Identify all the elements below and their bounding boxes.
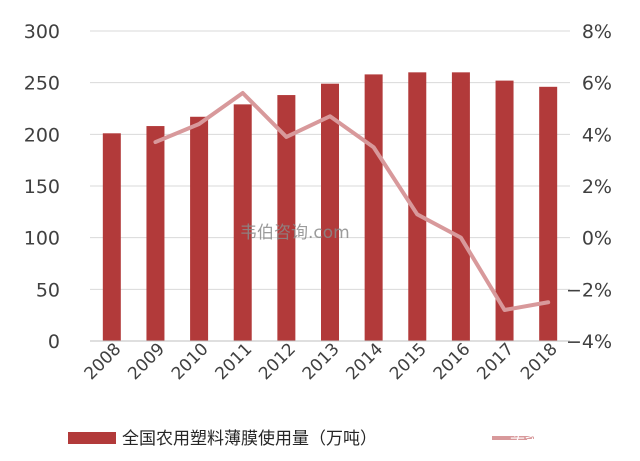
right-tick-label: −4% [566, 331, 612, 353]
bar-2011 [233, 104, 252, 341]
watermark-corner: 头条 @韦伯咨询 [510, 429, 620, 447]
legend-bar-label: 全国农用塑料薄膜使用量（万吨） [122, 428, 377, 449]
left-tick-label: 50 [36, 279, 60, 301]
line-point-2014 [372, 145, 376, 149]
left-tick-label: 150 [24, 176, 60, 198]
x-tick-label: 2010 [168, 339, 213, 384]
bar-2009 [146, 126, 165, 341]
bar-2014 [364, 74, 383, 342]
bar-2017 [495, 80, 514, 341]
line-point-2012 [284, 135, 288, 139]
growth-line [153, 91, 551, 312]
bar-2016 [451, 72, 470, 341]
line-point-2010 [197, 122, 201, 126]
bar-2012 [277, 95, 296, 341]
left-tick-label: 200 [24, 124, 60, 146]
bar-2018 [539, 86, 558, 341]
bar-2008 [102, 133, 121, 341]
line-point-2018 [546, 300, 550, 304]
line-point-2016 [459, 236, 463, 240]
left-tick-label: 0 [48, 331, 60, 353]
line-point-2015 [415, 212, 419, 216]
left-tick-label: 250 [24, 73, 60, 95]
x-tick-label: 2018 [517, 339, 562, 384]
x-axis-ticks: 2008200920102011201220132014201520162017… [81, 339, 562, 384]
left-tick-label: 300 [24, 21, 60, 43]
watermark-center: 韦伯咨询.com [240, 223, 350, 243]
right-tick-label: 2% [582, 176, 612, 198]
x-tick-label: 2016 [430, 339, 475, 384]
x-tick-label: 2011 [212, 339, 257, 384]
line-point-2017 [503, 308, 507, 312]
x-tick-label: 2014 [342, 339, 387, 384]
x-tick-label: 2013 [299, 339, 344, 384]
legend-bar-swatch [68, 432, 116, 444]
right-tick-label: 6% [582, 73, 612, 95]
left-tick-label: 100 [24, 228, 60, 250]
bar-2010 [190, 116, 209, 342]
right-tick-label: 0% [582, 228, 612, 250]
legend: 全国农用塑料薄膜使用量（万吨） 头条 @韦伯咨询 [68, 428, 620, 449]
x-tick-label: 2017 [473, 339, 518, 384]
right-tick-label: 4% [582, 124, 612, 146]
bar-2015 [408, 72, 427, 341]
x-tick-label: 2008 [81, 339, 126, 384]
right-tick-label: 8% [582, 21, 612, 43]
bar-series [102, 72, 558, 342]
x-tick-label: 2009 [124, 339, 169, 384]
x-tick-label: 2012 [255, 339, 300, 384]
left-axis-ticks: 0 50 100 150 200 250 300 [24, 21, 60, 353]
right-tick-label: −2% [566, 279, 612, 301]
line-series [153, 91, 551, 312]
line-point-2009 [153, 140, 157, 144]
x-tick-label: 2015 [386, 339, 431, 384]
line-point-2011 [241, 91, 245, 95]
bar-2013 [321, 83, 339, 341]
line-point-2013 [328, 114, 332, 118]
right-axis-ticks: −4% −2% 0% 2% 4% 6% 8% [566, 21, 612, 353]
